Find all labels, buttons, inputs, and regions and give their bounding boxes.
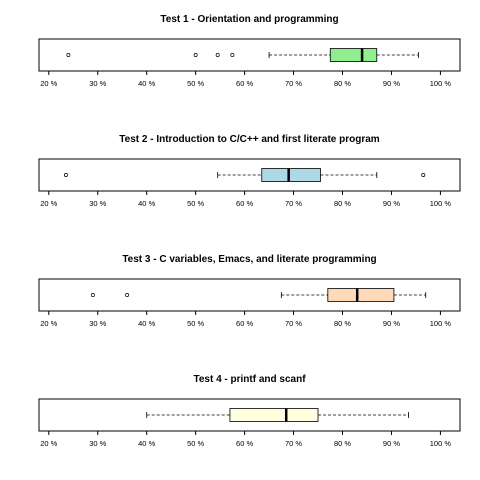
outlier-point — [66, 53, 71, 57]
x-tick-label: 80 % — [334, 319, 351, 328]
x-tick-label: 90 % — [383, 199, 400, 208]
outlier-point — [90, 293, 95, 297]
x-tick-label: 100 % — [430, 319, 452, 328]
x-tick-label: 50 % — [187, 79, 204, 88]
x-tick-label: 20 % — [40, 199, 57, 208]
x-tick-label: 40 % — [138, 199, 155, 208]
x-tick-label: 40 % — [138, 439, 155, 448]
x-tick-label: 50 % — [187, 439, 204, 448]
x-tick-label: 100 % — [430, 439, 452, 448]
plot-frame — [38, 278, 461, 312]
x-tick-label: 60 % — [236, 199, 253, 208]
x-tick-label: 40 % — [138, 319, 155, 328]
panel-title: Test 2 - Introduction to C/C++ and first… — [119, 134, 380, 145]
plot-frame — [38, 398, 461, 432]
outlier-point — [421, 173, 426, 177]
x-tick-label: 20 % — [40, 439, 57, 448]
outlier-point — [125, 293, 130, 297]
iqr-box — [329, 48, 378, 62]
panel-title: Test 4 - printf and scanf — [193, 374, 306, 385]
x-tick-label: 100 % — [430, 79, 452, 88]
x-tick-label: 70 % — [285, 79, 302, 88]
x-tick-label: 60 % — [236, 439, 253, 448]
x-tick-label: 60 % — [236, 79, 253, 88]
x-tick-label: 40 % — [138, 79, 155, 88]
outlier-point — [215, 53, 220, 57]
boxplot-panel-2: Test 2 - Introduction to C/C++ and first… — [38, 134, 461, 208]
outlier-point — [193, 53, 198, 57]
boxplot-panel-4: Test 4 - printf and scanf 20 % 30 % 40 % 50 … — [38, 374, 461, 448]
x-tick-label: 80 % — [334, 439, 351, 448]
iqr-box — [261, 168, 321, 182]
x-tick-label: 60 % — [236, 319, 253, 328]
x-tick-label: 30 % — [89, 439, 106, 448]
panel-title: Test 3 - C variables, Emacs, and literat… — [122, 254, 376, 265]
outlier-point — [230, 53, 235, 57]
x-tick-label: 80 % — [334, 79, 351, 88]
x-tick-label: 90 % — [383, 79, 400, 88]
x-tick-label: 70 % — [285, 439, 302, 448]
boxplot-panel-1: Test 1 - Orientation and programming 20 %… — [38, 14, 461, 88]
x-tick-label: 30 % — [89, 79, 106, 88]
x-tick-label: 100 % — [430, 199, 452, 208]
iqr-box — [327, 288, 395, 302]
outlier-point — [63, 173, 68, 177]
plot-frame — [38, 158, 461, 192]
x-tick-label: 80 % — [334, 199, 351, 208]
x-tick-label: 30 % — [89, 199, 106, 208]
x-tick-label: 20 % — [40, 79, 57, 88]
x-tick-label: 70 % — [285, 319, 302, 328]
x-tick-label: 30 % — [89, 319, 106, 328]
x-tick-label: 20 % — [40, 319, 57, 328]
iqr-box — [229, 408, 319, 422]
x-tick-label: 90 % — [383, 439, 400, 448]
x-tick-label: 50 % — [187, 199, 204, 208]
boxplot-panel-3: Test 3 - C variables, Emacs, and literat… — [38, 254, 461, 328]
x-tick-label: 50 % — [187, 319, 204, 328]
x-tick-label: 70 % — [285, 199, 302, 208]
x-tick-label: 90 % — [383, 319, 400, 328]
panel-title: Test 1 - Orientation and programming — [160, 14, 338, 25]
plot-frame — [38, 38, 461, 72]
